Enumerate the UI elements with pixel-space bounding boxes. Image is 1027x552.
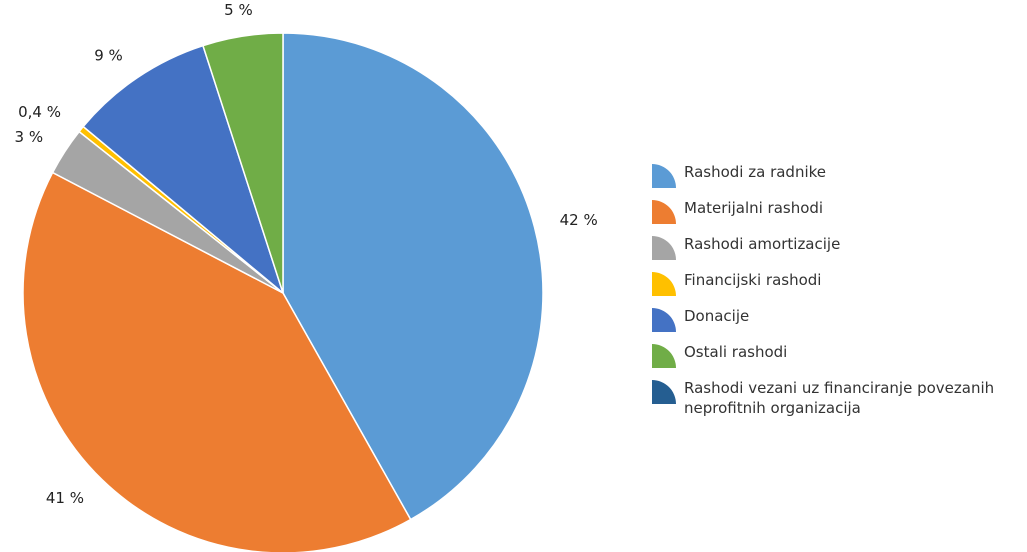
- legend-swatch: [652, 236, 676, 260]
- legend-label: Financijski rashodi: [684, 271, 822, 289]
- data-label: 3 %: [15, 128, 44, 146]
- pie-slice: [282, 32, 544, 521]
- legend-label: Rashodi amortizacije: [684, 235, 841, 253]
- legend-item: Rashodi vezani uz financiranje povezanih…: [652, 378, 1022, 418]
- pie-slice: [202, 32, 284, 294]
- legend-label: Materijalni rashodi: [684, 199, 824, 217]
- legend: Rashodi za radnike Materijalni rashodi Ras…: [652, 162, 1022, 428]
- data-label: 42 %: [560, 211, 598, 229]
- legend-swatch: [652, 164, 676, 188]
- data-label: 5 %: [224, 1, 253, 19]
- pie-slice: [22, 171, 412, 552]
- legend-item: Rashodi amortizacije: [652, 234, 1022, 260]
- data-label: 41 %: [46, 489, 84, 507]
- legend-swatch: [652, 272, 676, 296]
- legend-item: Financijski rashodi: [652, 270, 1022, 296]
- legend-label: Rashodi za radnike: [684, 163, 827, 181]
- legend-item: Rashodi za radnike: [652, 162, 1022, 188]
- legend-swatch: [652, 308, 676, 332]
- legend-swatch: [652, 200, 676, 224]
- data-label: 0,4 %: [18, 103, 61, 121]
- legend-item: Donacije: [652, 306, 1022, 332]
- legend-label: Rashodi vezani uz financiranje povezanih…: [684, 379, 995, 417]
- legend-item: Materijalni rashodi: [652, 198, 1022, 224]
- legend-label: Donacije: [684, 307, 750, 325]
- data-label: 9 %: [94, 47, 123, 65]
- legend-label: Ostali rashodi: [684, 343, 788, 361]
- pie-slice: [82, 44, 285, 296]
- legend-item: Ostali rashodi: [652, 342, 1022, 368]
- chart: 42 % 41 % 3 % 0,4 % 9 % 5 %: [15, 1, 598, 552]
- legend-swatch: [652, 380, 676, 404]
- legend-swatch: [652, 344, 676, 368]
